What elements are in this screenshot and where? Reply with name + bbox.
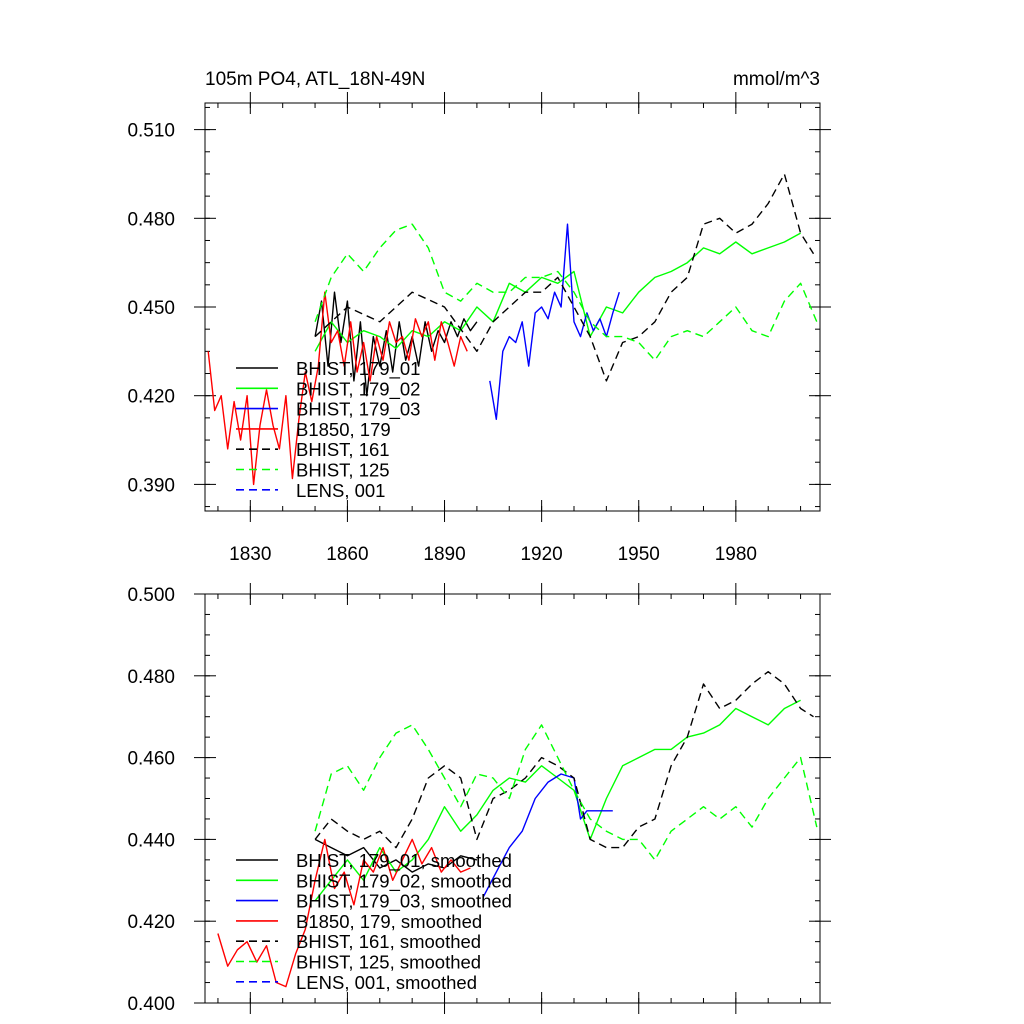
panel-2-series-line-4 (217, 838, 471, 988)
panel-2-series-line-5 (314, 671, 814, 849)
panel-1-units-label: mmol/m^3 (733, 69, 820, 90)
panel-1-legend-label-5: BHIST, 161 (296, 439, 390, 460)
panel-1-x-tick-label: 1890 (423, 544, 465, 565)
panel-1-series-line-4 (207, 291, 468, 486)
panel-1-series-line-6 (314, 223, 818, 361)
panel-1-x-tick-label: 1920 (520, 544, 562, 565)
panel-1-legend-label-3: BHIST, 179_03 (296, 399, 420, 421)
panel-1-x-tick-label: 1950 (618, 544, 660, 565)
panel-2-series-line-1 (314, 838, 478, 873)
panel-1-series-line-5 (314, 173, 815, 382)
panel-2-series-line-3 (482, 773, 613, 898)
panel-2-legend-label-1: BHIST, 179_01, smoothed (296, 850, 512, 872)
panel-2-legend-label-4: B1850, 179, smoothed (296, 911, 482, 932)
panel-1-y-tick-label: 0.480 (127, 209, 175, 230)
panel-1-y-tick-label: 0.390 (127, 475, 175, 496)
panel-2-y-tick-label: 0.420 (127, 912, 175, 933)
panel-1-legend-label-2: BHIST, 179_02 (296, 378, 420, 400)
panel-2-y-tick-label: 0.480 (127, 667, 175, 688)
panel-1-x-tick-label: 1860 (326, 544, 368, 565)
panel-1-y-tick-label: 0.510 (127, 121, 175, 142)
panel-2-series-line-6 (314, 724, 818, 861)
panel-1-chart (194, 92, 831, 522)
panel-2-legend-label-3: BHIST, 179_03, smoothed (296, 891, 512, 913)
panel-2-legend-label-7: LENS, 001, smoothed (296, 972, 477, 993)
panel-1-legend-label-6: BHIST, 125 (296, 460, 390, 481)
panel-1-y-tick-label: 0.420 (127, 387, 175, 408)
panel-1-legend-label-1: BHIST, 179_01 (296, 358, 420, 380)
panel-2-legend-label-5: BHIST, 161, smoothed (296, 931, 481, 952)
panel-2-y-tick-label: 0.460 (127, 749, 175, 770)
panel-2-legend-label-2: BHIST, 179_02, smoothed (296, 870, 512, 892)
panel-2-legend-label-6: BHIST, 125, smoothed (296, 952, 481, 973)
panel-1-series-line-2 (314, 232, 801, 352)
panel-1-title: 105m PO4, ATL_18N-49N (205, 69, 425, 90)
panel-2-chart (194, 583, 831, 1014)
panel-1-x-tick-label: 1830 (229, 544, 271, 565)
panel-2-y-tick-label: 0.440 (127, 830, 175, 851)
panel-2-y-tick-label: 0.400 (127, 994, 175, 1015)
panel-2-y-tick-label: 0.500 (127, 585, 175, 606)
panel-1-y-tick-label: 0.450 (127, 298, 175, 319)
panel-1-series-line-3 (489, 223, 620, 420)
panel-1-legend-label-7: LENS, 001 (296, 480, 385, 501)
panel-1-x-tick-label: 1980 (715, 544, 757, 565)
panel-1-legend-label-4: B1850, 179 (296, 419, 391, 440)
